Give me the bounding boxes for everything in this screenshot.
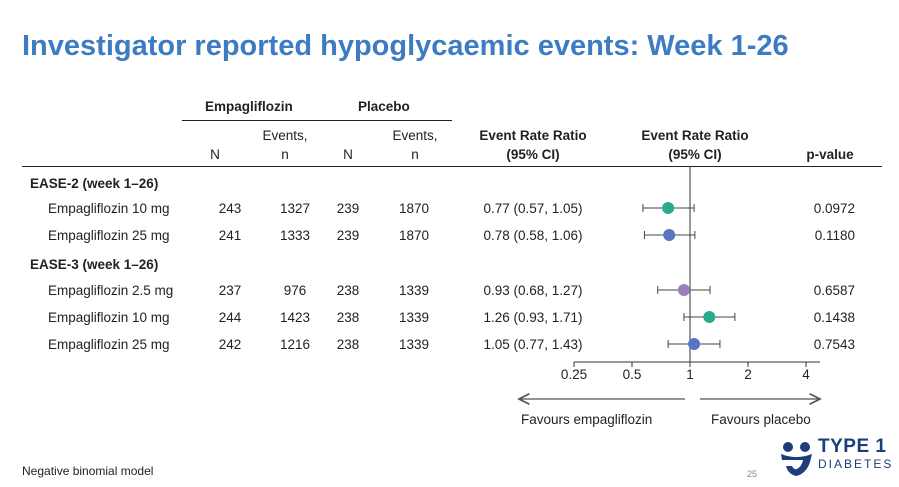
cell-pbo-events: 1870 (398, 201, 430, 216)
row-label: Empagliflozin 25 mg (48, 337, 170, 352)
cell-rate-ratio: 1.05 (0.77, 1.43) (483, 337, 583, 352)
cell-pvalue: 0.1180 (814, 228, 855, 243)
cell-pbo-events: 1339 (398, 337, 430, 352)
cell-pbo-events: 1339 (398, 283, 430, 298)
point-estimate-marker (663, 229, 676, 241)
cell-empa-n: 237 (218, 283, 242, 298)
cell-empa-events: 1327 (279, 201, 311, 216)
cell-rate-ratio: 0.93 (0.68, 1.27) (483, 283, 583, 298)
x-tick-label: 0.25 (560, 367, 588, 382)
cell-empa-events: 976 (283, 283, 307, 298)
cell-pbo-n: 239 (336, 228, 360, 243)
point-estimate-marker (688, 338, 701, 350)
row-label: Empagliflozin 10 mg (48, 310, 170, 325)
section-ease-2: EASE-2 (week 1–26) (30, 176, 159, 191)
cell-pbo-events: 1339 (398, 310, 430, 325)
cell-empa-events: 1333 (279, 228, 311, 243)
point-estimate-marker (677, 284, 690, 296)
cell-pvalue: 0.1438 (813, 310, 855, 325)
favours-empagliflozin-label: Favours empagliflozin (521, 412, 653, 427)
row-label: Empagliflozin 10 mg (48, 201, 170, 216)
cell-rate-ratio: 0.77 (0.57, 1.05) (483, 201, 583, 216)
cell-empa-n: 241 (218, 228, 242, 243)
col-header-empa-events: Events, n (262, 128, 308, 162)
x-tick-label: 4 (802, 367, 810, 382)
cell-empa-events: 1216 (279, 337, 311, 352)
logo-mark-icon (781, 442, 812, 476)
cell-pbo-n: 238 (336, 283, 360, 298)
col-header-pbo-n: N (343, 147, 353, 162)
section-ease-3: EASE-3 (week 1–26) (30, 257, 159, 272)
cell-empa-n: 242 (218, 337, 242, 352)
row-label: Empagliflozin 25 mg (48, 228, 170, 243)
cell-pbo-n: 239 (336, 201, 360, 216)
col-header-rate-ratio: Event Rate Ratio (95% CI) (479, 128, 587, 162)
point-estimate-marker (703, 311, 716, 323)
logo-line2: DIABETES (818, 457, 894, 471)
row-label: Empagliflozin 2.5 mg (48, 283, 174, 298)
logo-line1: TYPE 1 (818, 436, 887, 457)
group-header-empagliflozin: Empagliflozin (205, 99, 293, 114)
header-rule (22, 166, 882, 167)
point-estimate-marker (662, 202, 675, 214)
cell-rate-ratio: 1.26 (0.93, 1.71) (483, 310, 583, 325)
col-header-rate-ratio-plot: Event Rate Ratio (95% CI) (641, 128, 749, 162)
cell-rate-ratio: 0.78 (0.58, 1.06) (483, 228, 583, 243)
footnote: Negative binomial model (22, 464, 154, 478)
col-header-pbo-events: Events, n (392, 128, 438, 162)
cell-pvalue: 0.7543 (813, 337, 855, 352)
cell-pbo-n: 238 (336, 310, 360, 325)
cell-pvalue: 0.0972 (813, 201, 855, 216)
group-header-placebo: Placebo (358, 99, 410, 114)
x-tick-label: 2 (744, 367, 752, 382)
cell-empa-n: 244 (218, 310, 242, 325)
slide-title: Investigator reported hypoglycaemic even… (22, 30, 789, 62)
cell-empa-events: 1423 (279, 310, 311, 325)
x-tick-label: 0.5 (622, 367, 642, 382)
col-header-empa-n: N (210, 147, 220, 162)
x-tick-label: 1 (686, 367, 694, 382)
group-header-underline (182, 120, 452, 121)
col-header-pvalue: p-value (806, 147, 854, 162)
cell-pbo-events: 1870 (398, 228, 430, 243)
favours-placebo-label: Favours placebo (711, 412, 811, 427)
cell-empa-n: 243 (218, 201, 242, 216)
cell-pvalue: 0.6587 (813, 283, 855, 298)
page-number: 25 (747, 469, 758, 479)
cell-pbo-n: 238 (336, 337, 360, 352)
type1-diabetes-logo: TYPE 1 DIABETES (778, 436, 894, 478)
